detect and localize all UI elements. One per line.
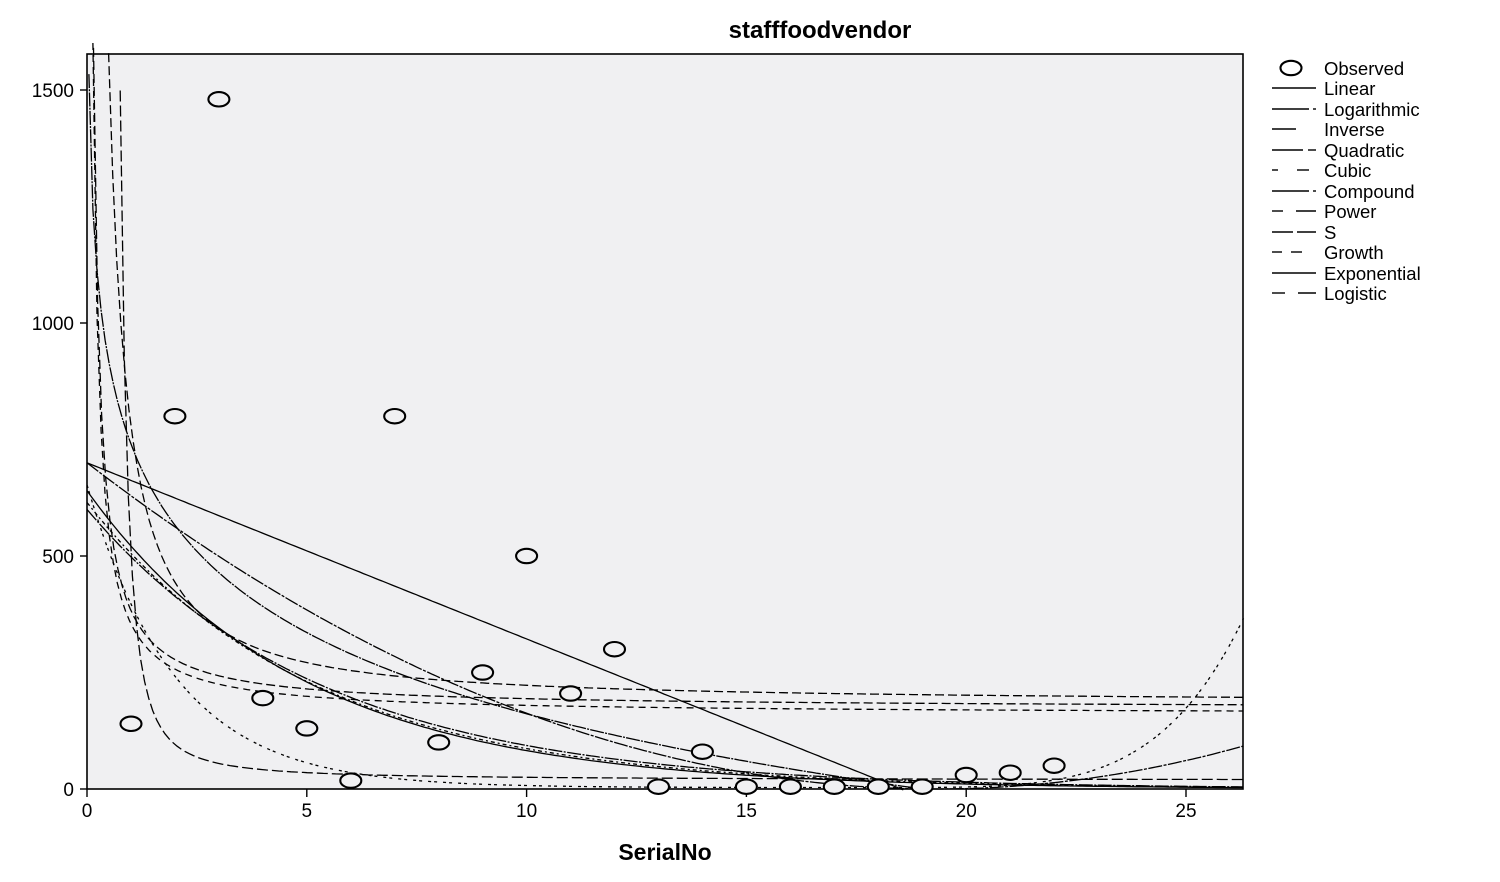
svg-text:Logistic: Logistic <box>1324 283 1387 304</box>
svg-text:0: 0 <box>63 780 74 801</box>
svg-text:10: 10 <box>516 801 537 822</box>
svg-text:1500: 1500 <box>32 81 74 102</box>
svg-text:Linear: Linear <box>1324 78 1375 99</box>
svg-text:Power: Power <box>1324 201 1376 222</box>
svg-text:1000: 1000 <box>32 314 74 335</box>
svg-text:Logarithmic: Logarithmic <box>1324 99 1420 120</box>
svg-text:25: 25 <box>1175 801 1196 822</box>
svg-text:stafffoodvendor: stafffoodvendor <box>729 17 912 44</box>
svg-text:500: 500 <box>42 547 74 568</box>
svg-text:Cubic: Cubic <box>1324 160 1371 181</box>
svg-text:Exponential: Exponential <box>1324 263 1421 284</box>
svg-text:Quadratic: Quadratic <box>1324 140 1404 161</box>
svg-text:Observed: Observed <box>1324 58 1404 79</box>
svg-text:Compound: Compound <box>1324 181 1415 202</box>
svg-text:20: 20 <box>956 801 977 822</box>
svg-text:15: 15 <box>736 801 757 822</box>
svg-text:SerialNo: SerialNo <box>618 839 711 865</box>
svg-text:0: 0 <box>82 801 93 822</box>
svg-text:Inverse: Inverse <box>1324 119 1385 140</box>
svg-text:5: 5 <box>302 801 313 822</box>
svg-text:S: S <box>1324 222 1336 243</box>
svg-text:Growth: Growth <box>1324 242 1384 263</box>
